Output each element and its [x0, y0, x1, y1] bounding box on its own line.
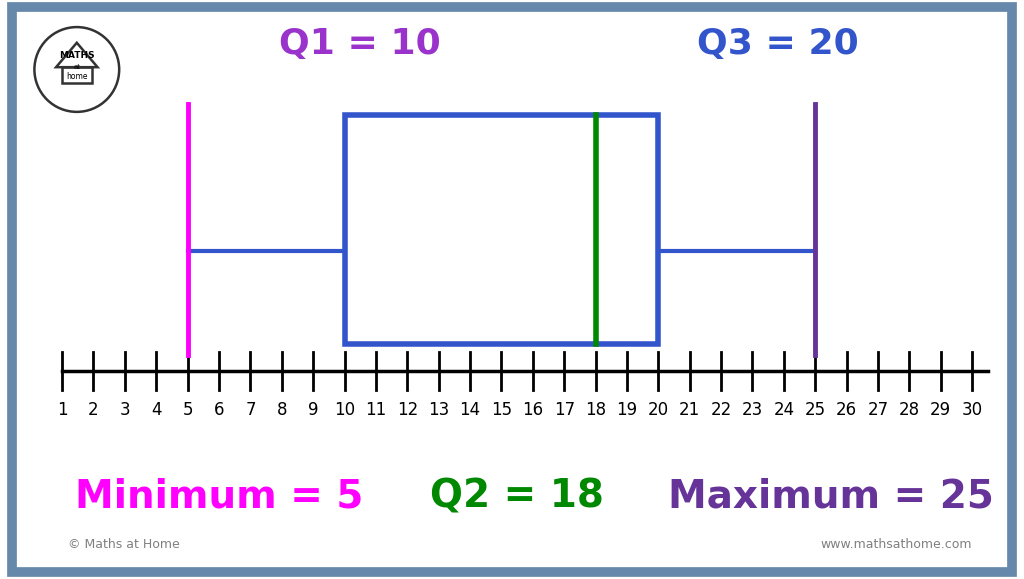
Text: Q2 = 18: Q2 = 18	[430, 477, 604, 515]
Bar	[62, 67, 91, 83]
Text: Q3 = 20: Q3 = 20	[696, 27, 858, 61]
Text: 21: 21	[679, 401, 700, 419]
Text: at: at	[74, 64, 80, 70]
Text: 30: 30	[962, 401, 983, 419]
Text: Minimum = 5: Minimum = 5	[75, 477, 364, 515]
Text: © Maths at Home: © Maths at Home	[69, 538, 180, 551]
Text: 14: 14	[460, 401, 480, 419]
Text: 12: 12	[396, 401, 418, 419]
Text: 10: 10	[334, 401, 355, 419]
Text: 25: 25	[805, 401, 825, 419]
Text: 3: 3	[120, 401, 130, 419]
Bar	[344, 115, 658, 344]
Text: 9: 9	[308, 401, 318, 419]
Text: 6: 6	[214, 401, 224, 419]
Text: 16: 16	[522, 401, 544, 419]
Text: 24: 24	[773, 401, 795, 419]
Text: 28: 28	[899, 401, 920, 419]
Text: 22: 22	[711, 401, 732, 419]
Text: 20: 20	[648, 401, 669, 419]
Text: 23: 23	[741, 401, 763, 419]
Text: 11: 11	[366, 401, 386, 419]
Text: 5: 5	[182, 401, 193, 419]
Text: 29: 29	[930, 401, 951, 419]
Text: www.mathsathome.com: www.mathsathome.com	[820, 538, 972, 551]
Text: home: home	[67, 72, 87, 81]
Text: 26: 26	[836, 401, 857, 419]
Text: 13: 13	[428, 401, 450, 419]
Text: Q1 = 10: Q1 = 10	[280, 27, 441, 61]
Text: 15: 15	[490, 401, 512, 419]
Text: 4: 4	[151, 401, 162, 419]
Text: Maximum = 25: Maximum = 25	[668, 477, 994, 515]
Text: 17: 17	[554, 401, 574, 419]
Text: 27: 27	[867, 401, 889, 419]
Text: 7: 7	[245, 401, 256, 419]
Text: MATHS: MATHS	[59, 51, 94, 60]
Text: 2: 2	[88, 401, 98, 419]
Text: 1: 1	[56, 401, 68, 419]
Text: 18: 18	[585, 401, 606, 419]
Text: 19: 19	[616, 401, 638, 419]
Text: 8: 8	[276, 401, 287, 419]
